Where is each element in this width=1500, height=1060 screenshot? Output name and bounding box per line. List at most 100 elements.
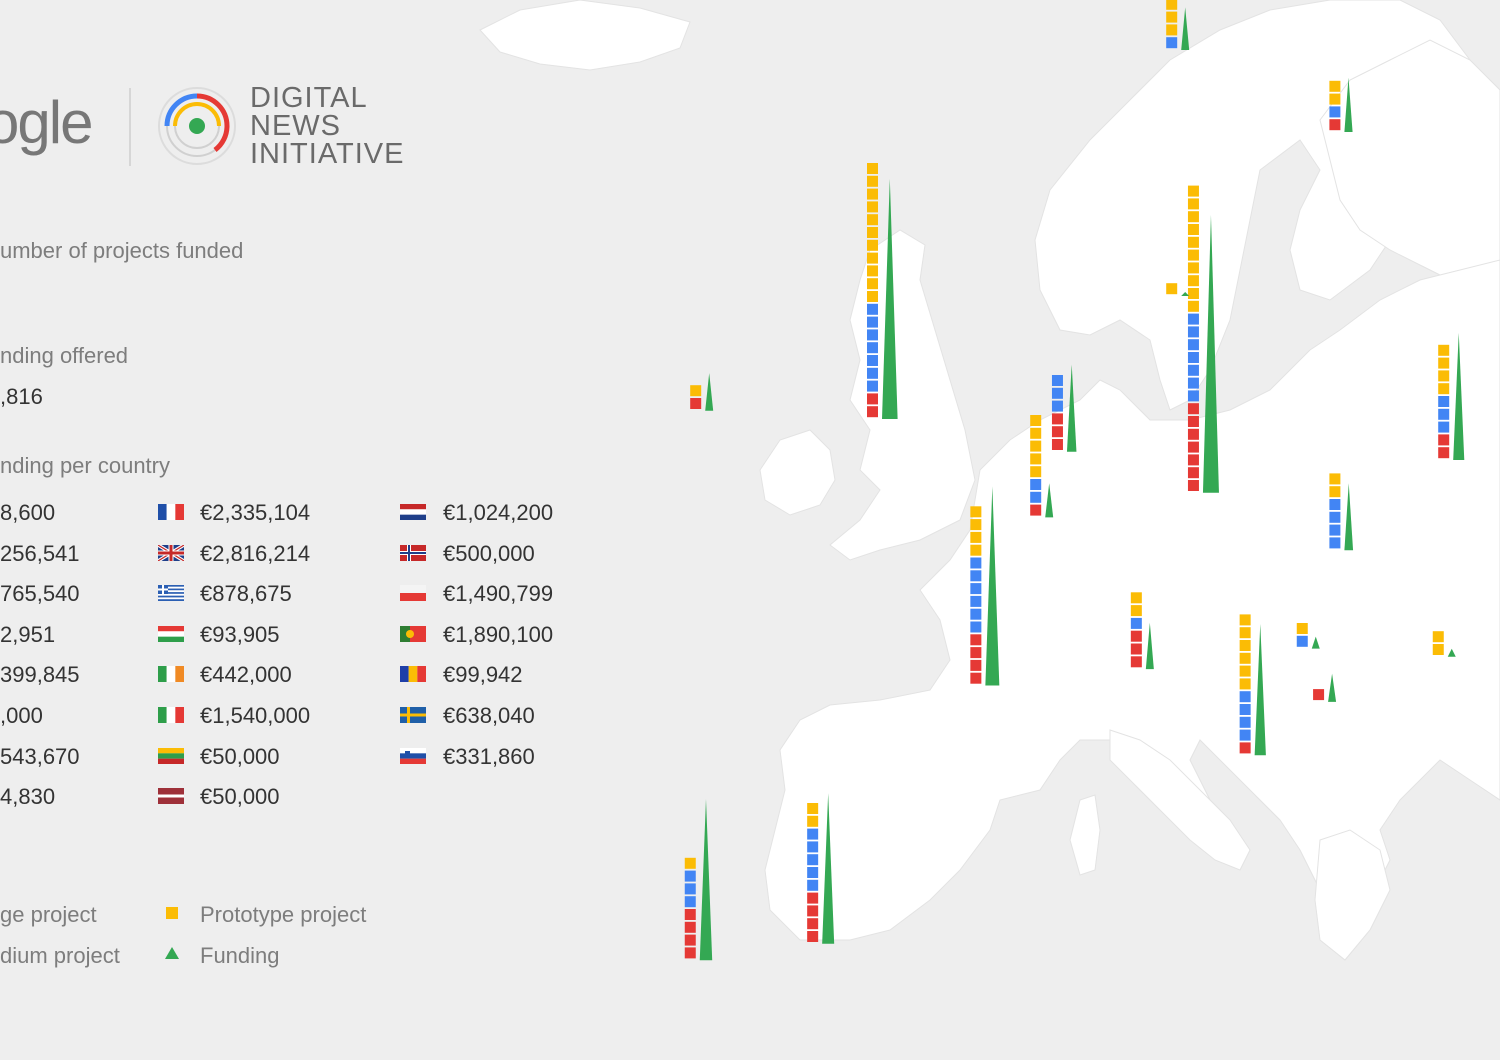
- dni-wordmark: DIGITAL NEWS INITIATIVE: [250, 82, 405, 170]
- left-column-amount: 765,540: [0, 581, 80, 607]
- project-square: [1239, 691, 1251, 703]
- dni-line-3: INITIATIVE: [250, 138, 405, 170]
- project-square: [1329, 537, 1341, 549]
- project-square: [684, 921, 696, 933]
- project-square: [1187, 224, 1199, 235]
- project-square: [1030, 440, 1042, 452]
- ireland-flag-icon: [158, 666, 184, 683]
- logo-divider: [129, 88, 131, 166]
- marker-czech-republic: [1329, 473, 1354, 551]
- country-amount: €1,890,100: [443, 621, 554, 647]
- project-square: [1329, 499, 1341, 510]
- project-square: [867, 265, 878, 277]
- project-square: [807, 892, 819, 904]
- legend-funding: Funding: [200, 943, 280, 968]
- marker-germany: [1187, 185, 1219, 493]
- project-square: [867, 406, 878, 418]
- left-column-amount: 256,541: [0, 540, 80, 566]
- project-square: [970, 557, 982, 569]
- project-square: [807, 815, 819, 827]
- project-square: [1030, 466, 1042, 478]
- country-amount: €50,000: [200, 784, 280, 810]
- project-square: [1166, 24, 1178, 36]
- country-amount: €93,905: [200, 621, 280, 647]
- project-square: [867, 239, 878, 251]
- greece-flag-icon: [158, 585, 184, 602]
- country-amount: €638,040: [443, 703, 535, 728]
- project-square: [867, 303, 878, 315]
- project-square: [1187, 377, 1199, 389]
- project-square: [1187, 313, 1199, 325]
- project-square: [970, 519, 982, 531]
- slovenia-flag-icon: [400, 747, 426, 764]
- project-square: [1187, 185, 1199, 197]
- project-square: [970, 608, 982, 620]
- funding-legend-triangle-icon: [165, 947, 179, 959]
- project-square: [684, 896, 696, 908]
- netherlands-flag-icon: [400, 504, 426, 520]
- project-square: [807, 841, 819, 853]
- project-square: [684, 909, 696, 920]
- funding-triangle: [882, 178, 898, 419]
- project-square: [1166, 37, 1178, 49]
- country-amount: €1,540,000: [200, 703, 311, 728]
- project-square: [1329, 473, 1341, 485]
- marker-portugal: [684, 798, 713, 961]
- project-square: [1030, 504, 1042, 516]
- project-square: [1030, 453, 1042, 465]
- project-square: [867, 380, 878, 392]
- funding-triangle: [1254, 623, 1266, 756]
- project-square: [807, 803, 819, 814]
- project-square: [1296, 635, 1308, 647]
- project-square: [1187, 262, 1199, 274]
- funding-triangle: [822, 793, 835, 944]
- ireland-shape: [759, 429, 836, 516]
- project-square: [970, 570, 982, 582]
- project-square: [1438, 383, 1450, 395]
- project-square: [807, 918, 819, 930]
- country-amount: €50,000: [200, 743, 280, 769]
- project-square: [1187, 454, 1199, 466]
- dni-line-1: DIGITAL: [250, 82, 368, 114]
- project-square: [1329, 119, 1341, 131]
- finland-shape: [1319, 39, 1500, 301]
- marker-netherlands: [1051, 364, 1077, 452]
- marker-norway: [1166, 0, 1190, 51]
- marker-switzerland: [1130, 592, 1154, 670]
- funding-triangle: [1447, 648, 1456, 657]
- left-column-amount: 543,670: [0, 743, 80, 769]
- project-square: [1130, 605, 1142, 617]
- funding-triangle: [985, 486, 1000, 686]
- funding-triangle: [1181, 7, 1190, 51]
- legend-large-project: ge project: [0, 902, 97, 927]
- project-square: [684, 857, 696, 869]
- project-square: [1166, 11, 1178, 23]
- project-square: [1329, 511, 1341, 523]
- funding-triangle: [1145, 622, 1154, 670]
- project-square: [1313, 689, 1325, 701]
- project-square: [684, 934, 696, 946]
- project-square: [867, 342, 878, 354]
- project-square: [1051, 413, 1063, 425]
- project-square: [1187, 211, 1199, 223]
- lithuania-flag-icon: [158, 747, 184, 764]
- project-square: [684, 870, 696, 882]
- project-square: [1329, 93, 1341, 105]
- project-square: [867, 163, 878, 174]
- marker-united-kingdom: [867, 163, 898, 419]
- project-square: [1051, 439, 1063, 450]
- funding-triangle: [1045, 483, 1054, 518]
- marker-hungary: [1432, 631, 1456, 657]
- project-square: [1438, 447, 1450, 459]
- project-square: [1239, 704, 1251, 715]
- project-square: [1187, 326, 1199, 338]
- funding-per-country-label: nding per country: [0, 453, 170, 478]
- project-square: [1438, 357, 1450, 369]
- funding-triangle: [1328, 673, 1337, 702]
- country-amount: €2,816,214: [200, 540, 311, 566]
- funding-triangle: [699, 798, 713, 961]
- project-square: [1187, 236, 1199, 248]
- project-square: [1051, 375, 1063, 386]
- prototype-legend-square-icon: [166, 907, 178, 919]
- project-square: [1130, 630, 1142, 642]
